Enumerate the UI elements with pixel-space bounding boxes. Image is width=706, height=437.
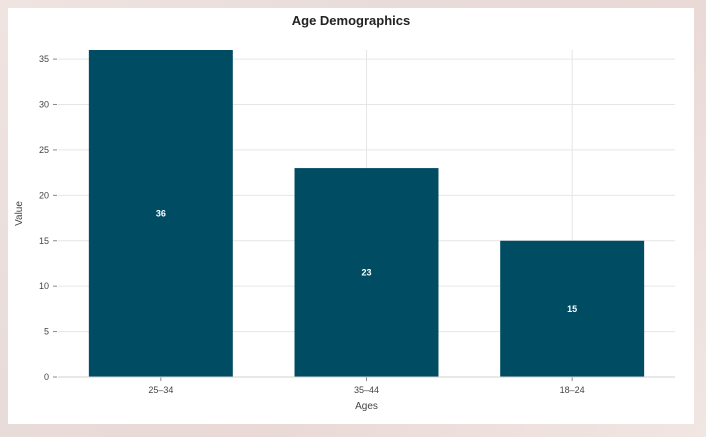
data-label: 15 (567, 304, 577, 314)
y-axis-title: Value (14, 201, 25, 226)
x-tick-label: 18–24 (560, 385, 585, 395)
y-tick-label: 25 (39, 145, 49, 155)
y-tick-label: 10 (39, 281, 49, 291)
x-tick-label: 25–34 (148, 385, 173, 395)
y-axis: 0 5 10 15 20 25 30 35 (39, 54, 57, 382)
bar-18–24[interactable] (500, 240, 645, 377)
y-tick-label: 20 (39, 190, 49, 200)
y-tick-label: 15 (39, 236, 49, 246)
data-label: 36 (156, 209, 166, 219)
y-tick-label: 30 (39, 100, 49, 110)
x-tick-label: 35–44 (354, 385, 379, 395)
x-axis-title: Ages (355, 401, 378, 412)
y-tick-label: 5 (44, 327, 49, 337)
y-tick-label: 0 (44, 372, 49, 382)
bar-chart: 36 23 15 0 5 10 15 20 25 30 35 25–34 35–44 18–24 Ag… (14, 50, 675, 412)
x-axis: 25–34 35–44 18–24 (58, 376, 675, 395)
bar-25–34[interactable] (88, 50, 233, 377)
data-label: 23 (361, 268, 371, 278)
y-tick-label: 35 (39, 54, 49, 64)
chart-card: Age Demographics 36 23 15 0 5 10 15 20 25 30 35 2… (8, 8, 694, 424)
chart-title: Age Demographics (291, 13, 411, 28)
bars: 36 23 15 (88, 50, 645, 377)
bar-35–44[interactable] (294, 168, 439, 377)
